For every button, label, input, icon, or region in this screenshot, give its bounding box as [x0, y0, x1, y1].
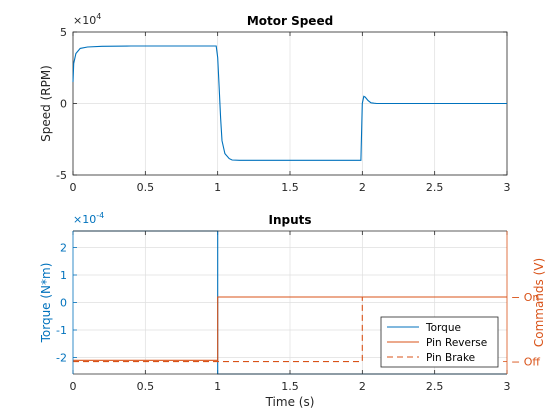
- inputs-xtick-label: 0: [70, 380, 77, 393]
- speed-exponent-base: ×10: [73, 14, 96, 27]
- inputs-title: Inputs: [268, 213, 311, 227]
- speed-exponent-power: 4: [96, 12, 101, 21]
- speed-xtick-label: 0.5: [137, 181, 155, 194]
- speed-xtick-label: 2.5: [426, 181, 444, 194]
- legend-entry-label: Pin Brake: [426, 352, 475, 364]
- torque-ylabel: Torque (N*m): [39, 263, 53, 344]
- speed-chart: 0 0.5 1 1.5 2 2.5 3-505 Motor Speed Speed (RPM…: [39, 12, 511, 194]
- inputs-plot-frame: [72, 230, 508, 375]
- inputs-xtick-label: 1: [214, 380, 221, 393]
- speed-xtick-label: 3: [504, 181, 511, 194]
- inputs-xtick-label: 3: [504, 380, 511, 393]
- inputs-ticks: 0 0.5 1 1.5 2 2.5 3 -2 -1 0 1 2 − Off − On: [56, 231, 540, 393]
- speed-xtick-label: 1: [214, 181, 221, 194]
- legend-entry-label: Pin Reverse: [426, 337, 487, 349]
- inputs-series-pin-brake: [73, 296, 507, 363]
- legend-entry-label: Torque: [425, 322, 461, 334]
- inputs-exponent: ×10-4: [73, 211, 104, 226]
- commands-ylabel: Commands (V): [532, 258, 546, 347]
- torque-ytick-label: -2: [56, 352, 67, 365]
- inputs-exponent-base: ×10: [73, 213, 96, 226]
- speed-xtick-label: 1.5: [281, 181, 299, 194]
- inputs-xtick-label: 2.5: [426, 380, 444, 393]
- speed-ytick-label: -5: [56, 169, 67, 182]
- torque-ytick-label: 0: [60, 297, 67, 310]
- inputs-legend: Torque Pin Reverse Pin Brake: [380, 316, 499, 368]
- torque-ytick-label: 1: [60, 269, 67, 282]
- command-ytick-label: − Off: [511, 356, 540, 369]
- inputs-xtick-label: 2: [359, 380, 366, 393]
- speed-ticks: 0 0.5 1 1.5 2 2.5 3-505: [56, 26, 510, 194]
- inputs-xtick-label: 1.5: [281, 380, 299, 393]
- speed-series: [72, 45, 507, 161]
- speed-exponent: ×104: [73, 12, 101, 27]
- speed-title: Motor Speed: [247, 14, 333, 28]
- inputs-xtick-label: 0.5: [137, 380, 155, 393]
- speed-xtick-label: 2: [359, 181, 366, 194]
- torque-ytick-label: -1: [56, 324, 67, 337]
- inputs-exponent-power: -4: [96, 211, 104, 220]
- command-ytick-label: − On: [511, 291, 539, 304]
- time-xlabel: Time (s): [265, 395, 315, 409]
- speed-ylabel: Speed (RPM): [39, 65, 53, 142]
- speed-ytick-label: 0: [60, 98, 67, 111]
- speed-xtick-label: 0: [70, 181, 77, 194]
- torque-ytick-label: 2: [60, 242, 67, 255]
- speed-ytick-label: 5: [60, 26, 67, 39]
- speed-series-line: [72, 45, 507, 161]
- inputs-chart: 0 0.5 1 1.5 2 2.5 3 -2 -1 0 1 2 − Off − On Inputs Tor…: [39, 211, 546, 409]
